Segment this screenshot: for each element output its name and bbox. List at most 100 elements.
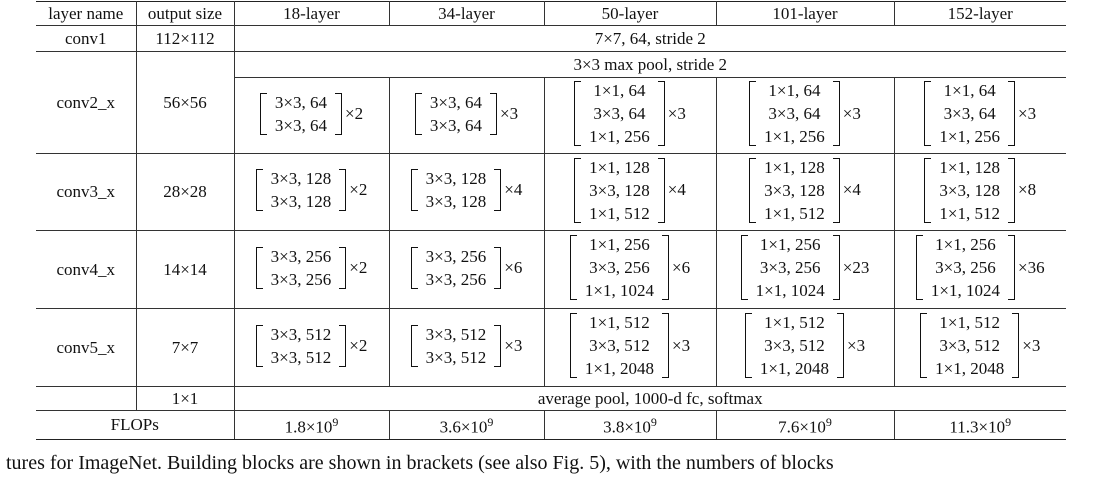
header-output-size: output size	[135, 1, 235, 26]
conv4-block-cell: 3×3, 256 3×3, 256 ×6	[388, 230, 545, 309]
left-bracket	[255, 169, 263, 211]
block-line: 3×3, 512	[270, 347, 332, 367]
block-spec: 3×3, 512 3×3, 512 ×2	[255, 323, 367, 369]
block-spec: 3×3, 128 3×3, 128 ×4	[410, 167, 522, 213]
block-line: 3×3, 128	[589, 180, 650, 200]
block-line: 3×3, 128	[270, 169, 332, 188]
block-line: 3×3, 64	[593, 104, 646, 123]
block-line: 3×3, 512	[589, 336, 650, 355]
block-line: 1×1, 256	[589, 235, 650, 254]
left-bracket	[259, 92, 267, 135]
conv3-block-cell: 1×1, 128 3×3, 128 1×1, 512 ×4	[715, 153, 895, 231]
conv4-size: 14×14	[135, 230, 235, 309]
header-layer-name: layer name	[36, 1, 137, 26]
block-line: 3×3, 64	[429, 92, 482, 112]
header-152-layer: 152-layer	[893, 1, 1066, 26]
flops-base: 11.3×10	[949, 417, 1006, 437]
block-line: 3×3, 128	[939, 180, 1000, 200]
left-bracket	[915, 235, 923, 300]
block-spec: 1×1, 256 3×3, 256 1×1, 1024 ×6	[569, 233, 690, 302]
block-lines: 3×3, 128 3×3, 128	[263, 167, 340, 213]
block-multiplier: ×8	[1018, 180, 1037, 199]
flops-exponent: 9	[825, 415, 832, 429]
block-spec: 1×1, 512 3×3, 512 1×1, 2048 ×3	[569, 311, 690, 380]
block-multiplier: ×3	[500, 103, 519, 123]
block-lines: 1×1, 128 3×3, 128 1×1, 512	[931, 156, 1008, 225]
block-spec: 1×1, 64 3×3, 64 1×1, 256 ×3	[924, 79, 1036, 148]
right-bracket	[832, 235, 840, 300]
conv3-size: 28×28	[135, 153, 235, 231]
conv2-block-cell: 1×1, 64 3×3, 64 1×1, 256 ×3	[893, 77, 1066, 154]
flops-cell: 3.6×109	[388, 410, 545, 440]
right-bracket	[657, 157, 665, 223]
left-bracket	[924, 81, 932, 146]
block-lines: 1×1, 64 3×3, 64 1×1, 256	[581, 79, 658, 148]
conv5-block-cell: 1×1, 512 3×3, 512 1×1, 2048 ×3	[715, 308, 895, 387]
conv2-block-cell: 3×3, 64 3×3, 64 ×2	[234, 77, 390, 154]
block-line: 1×1, 256	[589, 127, 650, 146]
left-bracket	[569, 313, 577, 378]
flops-base: 1.8×10	[284, 417, 333, 437]
conv5-name: conv5_x	[36, 308, 137, 387]
final-name-empty	[36, 386, 137, 411]
block-multiplier: ×3	[667, 103, 686, 123]
left-bracket	[924, 157, 932, 223]
block-spec: 1×1, 256 3×3, 256 1×1, 1024 ×36	[915, 233, 1045, 302]
flops-cell: 11.3×109	[893, 410, 1066, 440]
final-row: 1×1 average pool, 1000-d fc, softmax	[36, 386, 1066, 411]
conv5-size: 7×7	[135, 308, 235, 387]
right-bracket	[662, 313, 669, 378]
conv4-block-cell: 3×3, 256 3×3, 256 ×2	[233, 230, 390, 309]
block-line: 1×1, 2048	[759, 359, 829, 378]
conv2-size: 56×56	[135, 51, 235, 154]
conv1-size: 112×112	[135, 25, 235, 52]
block-line: 3×3, 128	[425, 169, 487, 188]
conv3-row: conv3_x 28×28 3×3, 128 3×3, 128 ×2 3×3, 128…	[36, 153, 1066, 231]
block-line: 3×3, 64	[274, 115, 327, 135]
conv2-block-cell: 1×1, 64 3×3, 64 1×1, 256 ×3	[715, 77, 895, 154]
block-line: 3×3, 128	[764, 180, 825, 200]
block-lines: 1×1, 64 3×3, 64 1×1, 256	[756, 79, 833, 148]
block-line: 1×1, 512	[764, 313, 825, 332]
block-line: 3×3, 64	[274, 92, 327, 112]
block-line: 1×1, 1024	[584, 281, 654, 300]
left-bracket	[574, 81, 582, 146]
conv2-blocks-row: 3×3, 64 3×3, 64 ×2 3×3, 64 3×3, 64 ×3 1×1, 64 3…	[36, 77, 1066, 154]
left-bracket	[749, 81, 757, 146]
block-multiplier: ×23	[842, 257, 870, 277]
block-line: 3×3, 512	[425, 347, 487, 367]
block-line: 1×1, 2048	[584, 359, 654, 378]
conv5-row: conv5_x 7×7 3×3, 512 3×3, 512 ×2 3×3, 512 3×…	[36, 308, 1066, 387]
right-bracket	[339, 324, 347, 367]
conv3-block-cell: 1×1, 128 3×3, 128 1×1, 512 ×4	[543, 153, 717, 231]
block-spec: 1×1, 64 3×3, 64 1×1, 256 ×3	[749, 79, 861, 148]
flops-cell: 1.8×109	[233, 410, 390, 440]
block-line: 1×1, 128	[764, 157, 825, 177]
flops-cell: 7.6×109	[715, 410, 895, 440]
right-bracket	[494, 324, 502, 367]
flops-exponent: 9	[650, 415, 657, 429]
block-line: 3×3, 256	[425, 246, 487, 266]
block-line: 1×1, 512	[589, 313, 650, 332]
conv4-block-cell: 1×1, 256 3×3, 256 1×1, 1024 ×36	[893, 230, 1066, 309]
left-bracket	[740, 235, 748, 300]
conv2-pool: 3×3 max pool, stride 2	[233, 51, 1066, 78]
final-size: 1×1	[135, 386, 235, 411]
conv3-name: conv3_x	[36, 153, 137, 231]
flops-base: 3.6×10	[439, 417, 488, 437]
conv1-row: conv1 112×112 7×7, 64, stride 2	[36, 25, 1066, 52]
block-line: 3×3, 128	[270, 192, 332, 211]
block-multiplier: ×2	[349, 257, 368, 277]
right-bracket	[837, 313, 844, 378]
block-multiplier: ×3	[1022, 335, 1041, 355]
block-lines: 3×3, 64 3×3, 64	[267, 91, 335, 137]
block-multiplier: ×6	[504, 257, 523, 277]
header-101-layer: 101-layer	[715, 1, 895, 26]
block-line: 1×1, 64	[943, 81, 996, 100]
block-spec: 3×3, 512 3×3, 512 ×3	[410, 323, 522, 369]
conv5-block-cell: 3×3, 512 3×3, 512 ×2	[233, 308, 390, 387]
conv5-block-cell: 1×1, 512 3×3, 512 1×1, 2048 ×3	[543, 308, 717, 387]
right-bracket	[1008, 235, 1015, 300]
block-line: 1×1, 1024	[930, 281, 1000, 300]
conv4-row: conv4_x 14×14 3×3, 256 3×3, 256 ×2 3×3, 256…	[36, 230, 1066, 309]
